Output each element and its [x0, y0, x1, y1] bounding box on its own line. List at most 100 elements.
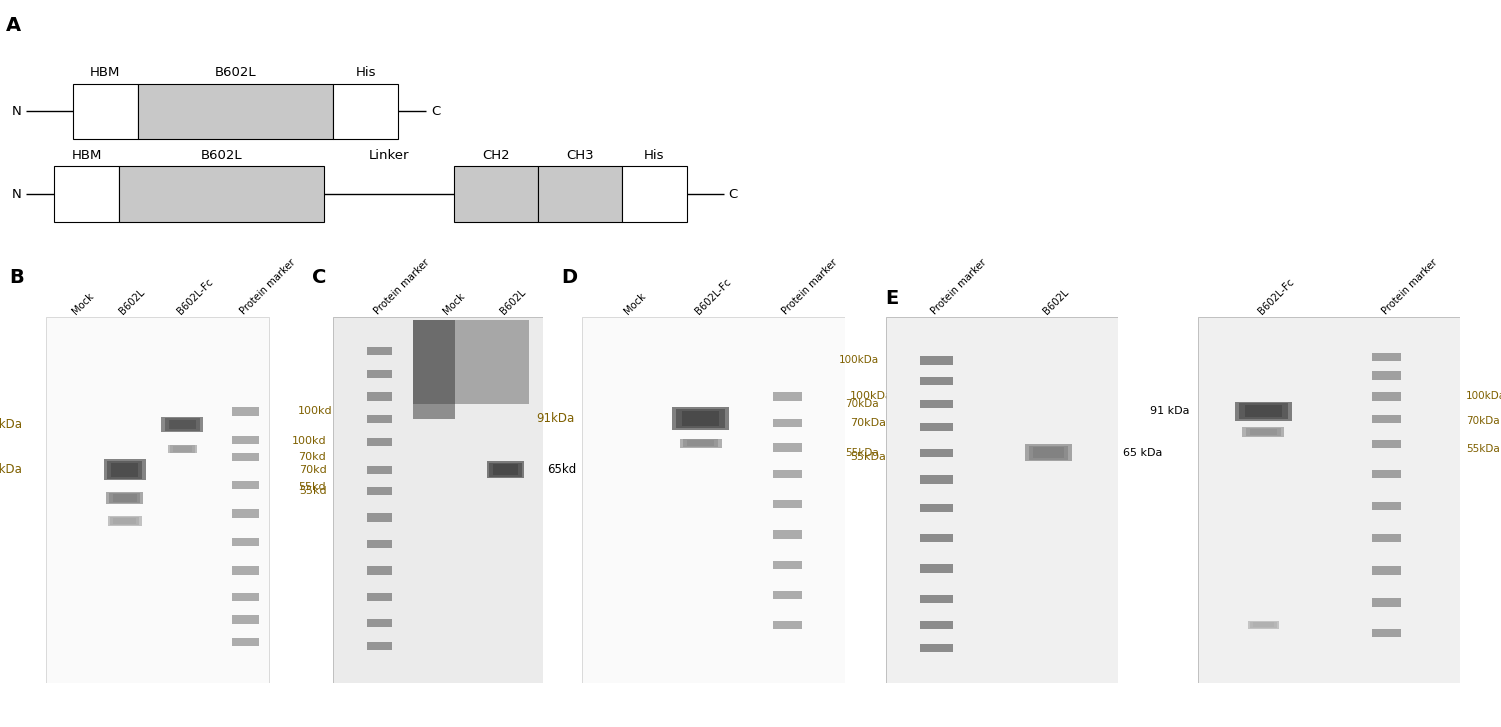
Bar	[920, 643, 953, 652]
Text: His: His	[356, 66, 377, 79]
Bar	[1372, 470, 1402, 478]
Bar	[1372, 415, 1402, 423]
Text: Protein marker: Protein marker	[239, 257, 297, 317]
Bar	[773, 419, 802, 427]
Bar	[1033, 447, 1064, 458]
Bar	[138, 84, 333, 139]
Bar	[920, 400, 953, 408]
Bar	[366, 438, 392, 446]
Bar	[773, 621, 802, 630]
Bar	[1372, 629, 1402, 637]
Bar	[681, 411, 719, 426]
Bar	[1250, 622, 1277, 628]
Bar	[366, 566, 392, 574]
Bar	[233, 481, 258, 489]
Text: Protein marker: Protein marker	[1379, 257, 1439, 317]
Text: 55kDa: 55kDa	[1466, 444, 1499, 454]
Text: Linker: Linker	[369, 149, 410, 162]
Text: 55kDa: 55kDa	[845, 448, 878, 458]
Text: B602L: B602L	[1042, 287, 1070, 317]
Text: Protein marker: Protein marker	[781, 257, 839, 317]
Bar	[233, 435, 258, 444]
Bar	[920, 504, 953, 512]
Bar	[1250, 429, 1277, 435]
Text: 70kDa: 70kDa	[845, 398, 878, 409]
Bar	[333, 84, 398, 139]
Bar	[173, 446, 192, 451]
Bar	[773, 500, 802, 508]
Text: C: C	[431, 105, 440, 118]
Bar	[680, 438, 722, 448]
Bar	[920, 564, 953, 573]
Bar	[72, 84, 138, 139]
Text: Mock: Mock	[623, 292, 648, 317]
Bar	[920, 377, 953, 385]
Bar	[1238, 403, 1288, 419]
Bar	[119, 166, 324, 222]
Bar	[233, 510, 258, 518]
Bar	[108, 516, 141, 526]
Bar	[366, 347, 392, 356]
Bar	[104, 459, 146, 480]
Bar	[773, 393, 802, 401]
Text: B602L: B602L	[215, 66, 257, 79]
Text: E: E	[886, 289, 899, 308]
Bar	[233, 638, 258, 646]
Bar	[773, 443, 802, 451]
Text: N: N	[12, 188, 21, 201]
Bar	[366, 642, 392, 650]
Bar	[672, 407, 729, 430]
Bar	[162, 417, 203, 432]
Bar	[233, 407, 258, 416]
Bar	[366, 369, 392, 378]
Bar	[1253, 622, 1274, 627]
Bar	[920, 475, 953, 483]
Bar	[366, 593, 392, 601]
Bar	[366, 487, 392, 495]
Bar	[1372, 393, 1402, 401]
Bar	[233, 593, 258, 601]
Bar	[773, 591, 802, 599]
Bar	[47, 317, 269, 683]
Bar	[1028, 446, 1069, 460]
Text: 65 kDa: 65 kDa	[0, 463, 23, 476]
Text: 91kDa: 91kDa	[536, 412, 575, 425]
Text: B602L-Fc: B602L-Fc	[1256, 277, 1295, 317]
Bar	[1244, 405, 1282, 417]
Text: D: D	[561, 268, 578, 286]
Bar	[621, 166, 687, 222]
Bar	[111, 463, 138, 476]
Text: HBM: HBM	[90, 66, 120, 79]
Text: C: C	[312, 268, 327, 286]
Text: 70kDa: 70kDa	[1466, 416, 1499, 425]
Text: 100kDa: 100kDa	[850, 391, 893, 401]
Bar	[110, 494, 140, 503]
Bar	[233, 566, 258, 574]
Text: B602L: B602L	[498, 287, 528, 317]
Bar	[455, 166, 537, 222]
Bar	[54, 166, 119, 222]
Bar	[413, 321, 528, 403]
Text: 100kDa: 100kDa	[1466, 391, 1501, 401]
Text: 70kd: 70kd	[297, 451, 326, 462]
Bar	[1372, 371, 1402, 379]
Bar	[489, 462, 522, 477]
Bar	[920, 534, 953, 542]
Text: B602L: B602L	[117, 287, 147, 317]
Text: 91 kDa: 91 kDa	[0, 418, 23, 431]
Bar	[773, 470, 802, 478]
Bar	[366, 415, 392, 423]
Bar	[773, 530, 802, 539]
Bar	[920, 449, 953, 457]
Bar	[675, 409, 725, 428]
Text: 65kd: 65kd	[548, 463, 576, 476]
Text: C: C	[729, 188, 738, 201]
Bar	[107, 492, 143, 504]
Text: His: His	[644, 149, 665, 162]
Bar	[683, 439, 719, 447]
Text: 70kd: 70kd	[299, 465, 327, 475]
Bar	[165, 418, 200, 431]
Bar	[413, 321, 455, 419]
Bar	[233, 538, 258, 546]
Text: 55kd: 55kd	[297, 482, 326, 491]
